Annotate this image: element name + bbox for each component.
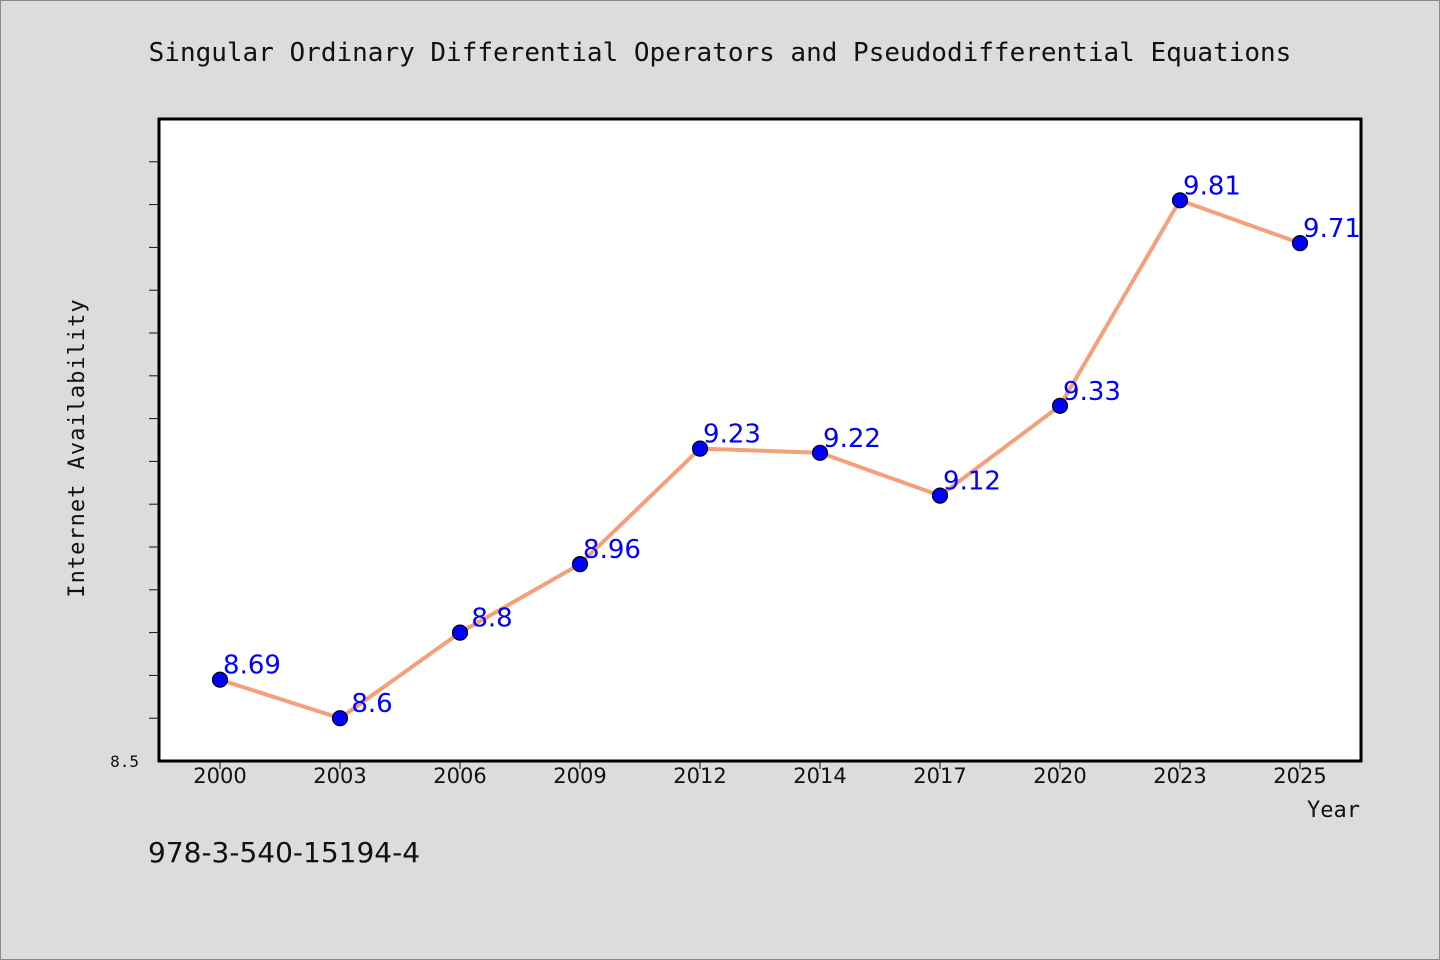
data-point-marker [1051, 397, 1069, 414]
data-point-marker [931, 487, 949, 504]
data-label: 9.33 [1063, 377, 1121, 407]
data-label: 8.96 [583, 535, 641, 565]
data-point-marker [331, 710, 349, 727]
data-label: 9.12 [943, 467, 1001, 497]
x-tick-label: 2020 [1033, 764, 1086, 788]
data-point-marker [211, 671, 229, 688]
x-tick-label: 2017 [913, 764, 966, 788]
data-point-marker [1291, 235, 1309, 252]
y-tick-label-min: 8.5 [110, 752, 139, 771]
data-point-marker [1171, 192, 1189, 209]
series-line [219, 198, 1301, 721]
x-tick-label: 2000 [193, 764, 246, 788]
chart-title: Singular Ordinary Differential Operators… [149, 38, 1292, 68]
x-tick-label: 2003 [313, 764, 366, 788]
data-label: 9.22 [823, 424, 881, 454]
data-label: 9.71 [1303, 214, 1361, 244]
plot-area [157, 117, 1363, 763]
data-label: 9.81 [1183, 171, 1241, 201]
x-tick-label: 2023 [1153, 764, 1206, 788]
data-label-layer: 8.69 8.6 8.8 8.96 9.23 9.22 9.12 9.33 9.81 9.71 [223, 171, 1361, 719]
y-axis-ticks [149, 161, 159, 719]
x-axis-label: Year [1307, 798, 1360, 823]
data-point-marker [571, 555, 589, 573]
isbn-footer: 978-3-540-15194-4 [148, 836, 420, 869]
x-tick-label: 2025 [1273, 764, 1326, 788]
data-label: 8.8 [471, 604, 512, 634]
data-label: 8.69 [223, 651, 281, 681]
x-tick-label: 2014 [793, 764, 846, 788]
data-point-marker [691, 440, 709, 457]
x-tick-label: 2009 [553, 764, 606, 788]
data-label: 9.23 [703, 420, 761, 450]
x-tick-label: 2006 [433, 764, 486, 788]
x-tick-label: 2012 [673, 764, 726, 788]
x-axis: 2000 2003 2006 2009 2012 2014 2017 2020 2023 2025 [193, 761, 1327, 788]
y-axis-label: Internet Availability [65, 298, 90, 597]
series-line-layer [219, 198, 1301, 721]
data-point-marker [811, 444, 829, 461]
marker-layer [211, 192, 1309, 727]
data-point-marker [451, 624, 469, 641]
data-label: 8.6 [351, 689, 392, 719]
